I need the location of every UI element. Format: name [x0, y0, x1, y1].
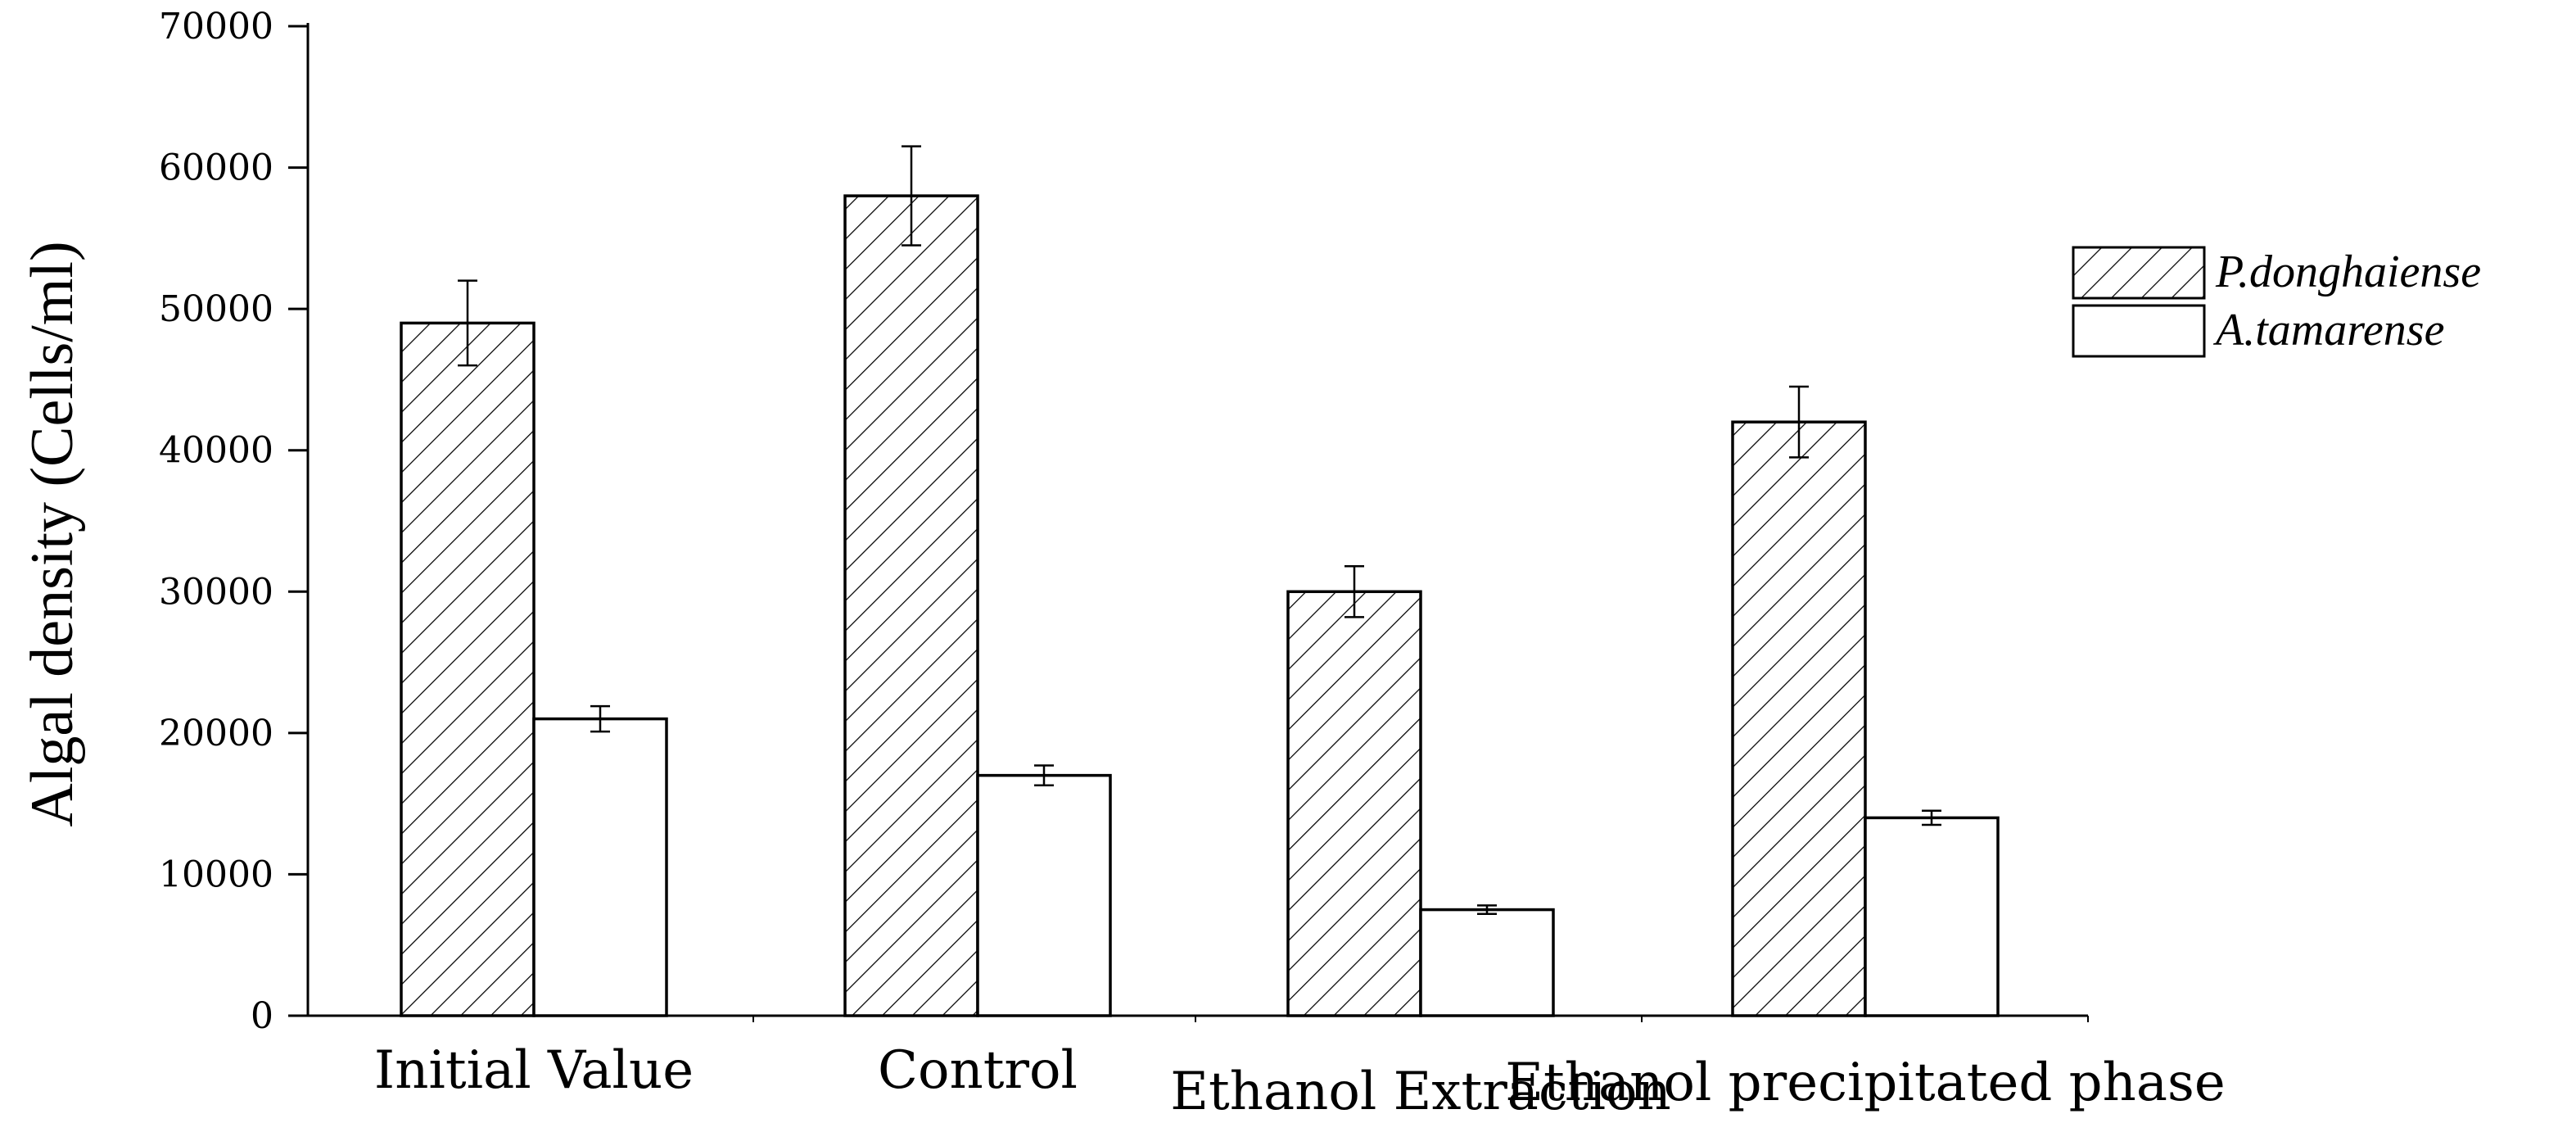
legend-label: P.donghaiense: [2215, 247, 2481, 297]
bar-a-tamarense: [1864, 816, 2000, 1017]
y-tick-label: 10000: [159, 854, 273, 895]
bar-p-donghaiense: [1731, 420, 1867, 1017]
legend-label: A.tamarense: [2212, 305, 2444, 355]
y-tick-label: 40000: [159, 430, 273, 472]
y-tick-label: 70000: [159, 6, 273, 48]
bar-a-tamarense: [532, 717, 668, 1017]
category-label: Initial Value: [374, 1040, 694, 1101]
labels: 0 10000 20000 30000 40000 50000 60000 70000 Alga…: [19, 6, 2226, 1122]
bar-p-donghaiense: [843, 194, 979, 1017]
y-tick-label: 0: [251, 995, 273, 1037]
y-tick-label: 50000: [159, 288, 273, 330]
bar-p-donghaiense: [1286, 590, 1422, 1017]
legend-swatch-hatched: [2072, 246, 2206, 300]
y-axis-label: Algal density (Cells/ml): [19, 241, 86, 826]
category-label: Control: [878, 1040, 1078, 1101]
legend: P.donghaiense A.tamarense: [2072, 246, 2481, 358]
y-tick-label: 30000: [159, 571, 273, 613]
bar-p-donghaiense: [400, 321, 536, 1017]
y-tick-label: 20000: [159, 713, 273, 754]
category-label: Ethanol precipitated phase: [1505, 1053, 2225, 1113]
bar-a-tamarense: [976, 773, 1112, 1017]
bars: [400, 145, 2000, 1017]
bar-a-tamarense: [1419, 908, 1555, 1017]
legend-swatch-open: [2072, 304, 2206, 358]
y-tick-label: 60000: [159, 147, 273, 189]
category-label: Ethanol Extraction: [1170, 1062, 1670, 1122]
